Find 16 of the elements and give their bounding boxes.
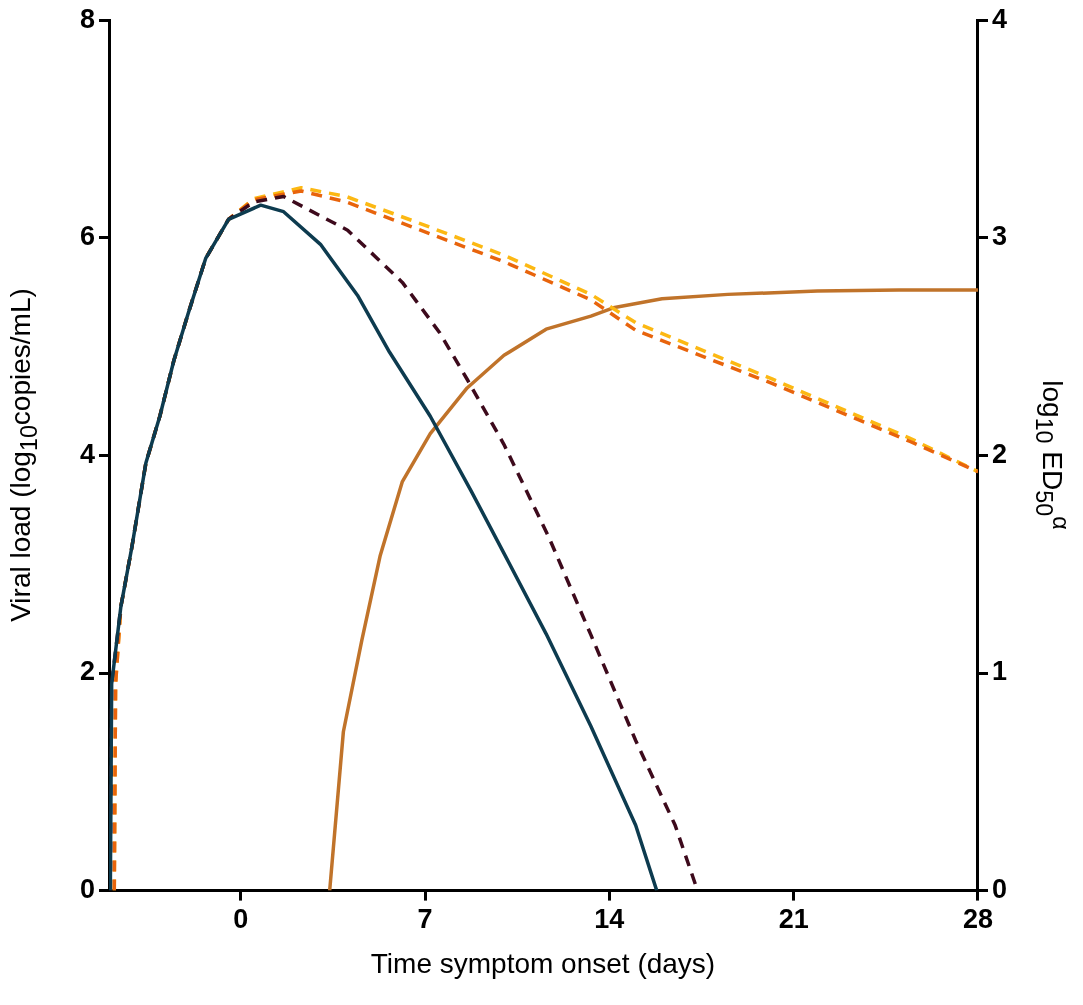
y2-tick-label: 3	[991, 221, 1008, 252]
x-tick-label: 0	[233, 904, 249, 935]
x-tick-label: 28	[962, 904, 994, 935]
x-tick-label: 7	[417, 904, 433, 935]
y2-tick-label: 1	[991, 656, 1008, 687]
y2-tick-label: 2	[991, 438, 1008, 469]
y-tick-label: 8	[79, 3, 96, 34]
y-tick-label: 2	[79, 656, 96, 687]
y-tick-label: 4	[79, 438, 96, 469]
x-tick-label: 14	[594, 904, 625, 935]
x-tick-label: 21	[778, 904, 809, 935]
y-tick-label: 0	[79, 874, 96, 905]
y-tick-label: 6	[79, 221, 96, 252]
x-axis-title: Time symptom onset (days)	[370, 948, 716, 980]
y2-tick-label: 4	[991, 3, 1008, 34]
y2-tick-label: 0	[991, 874, 1008, 905]
